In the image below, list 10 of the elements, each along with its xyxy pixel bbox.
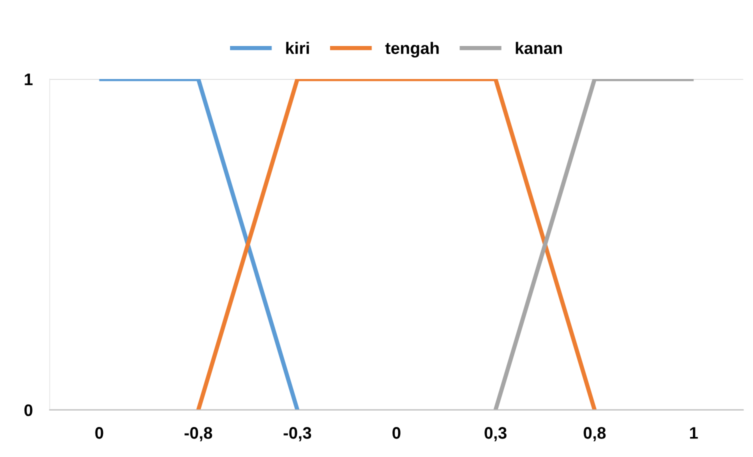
x-tick-label: 1: [690, 427, 698, 439]
x-tick-label: -0,8: [184, 427, 212, 442]
legend-label: tengah: [385, 42, 439, 58]
legend-label: kanan: [516, 42, 562, 54]
x-tick-label: -0,3: [284, 427, 312, 442]
legend-label: kiri: [286, 42, 309, 54]
x-tick-label: 0: [95, 427, 104, 439]
x-tick-label: 0: [392, 427, 400, 439]
x-tick-label: 0,8: [584, 427, 606, 442]
x-tick-label: 0,3: [484, 427, 507, 442]
